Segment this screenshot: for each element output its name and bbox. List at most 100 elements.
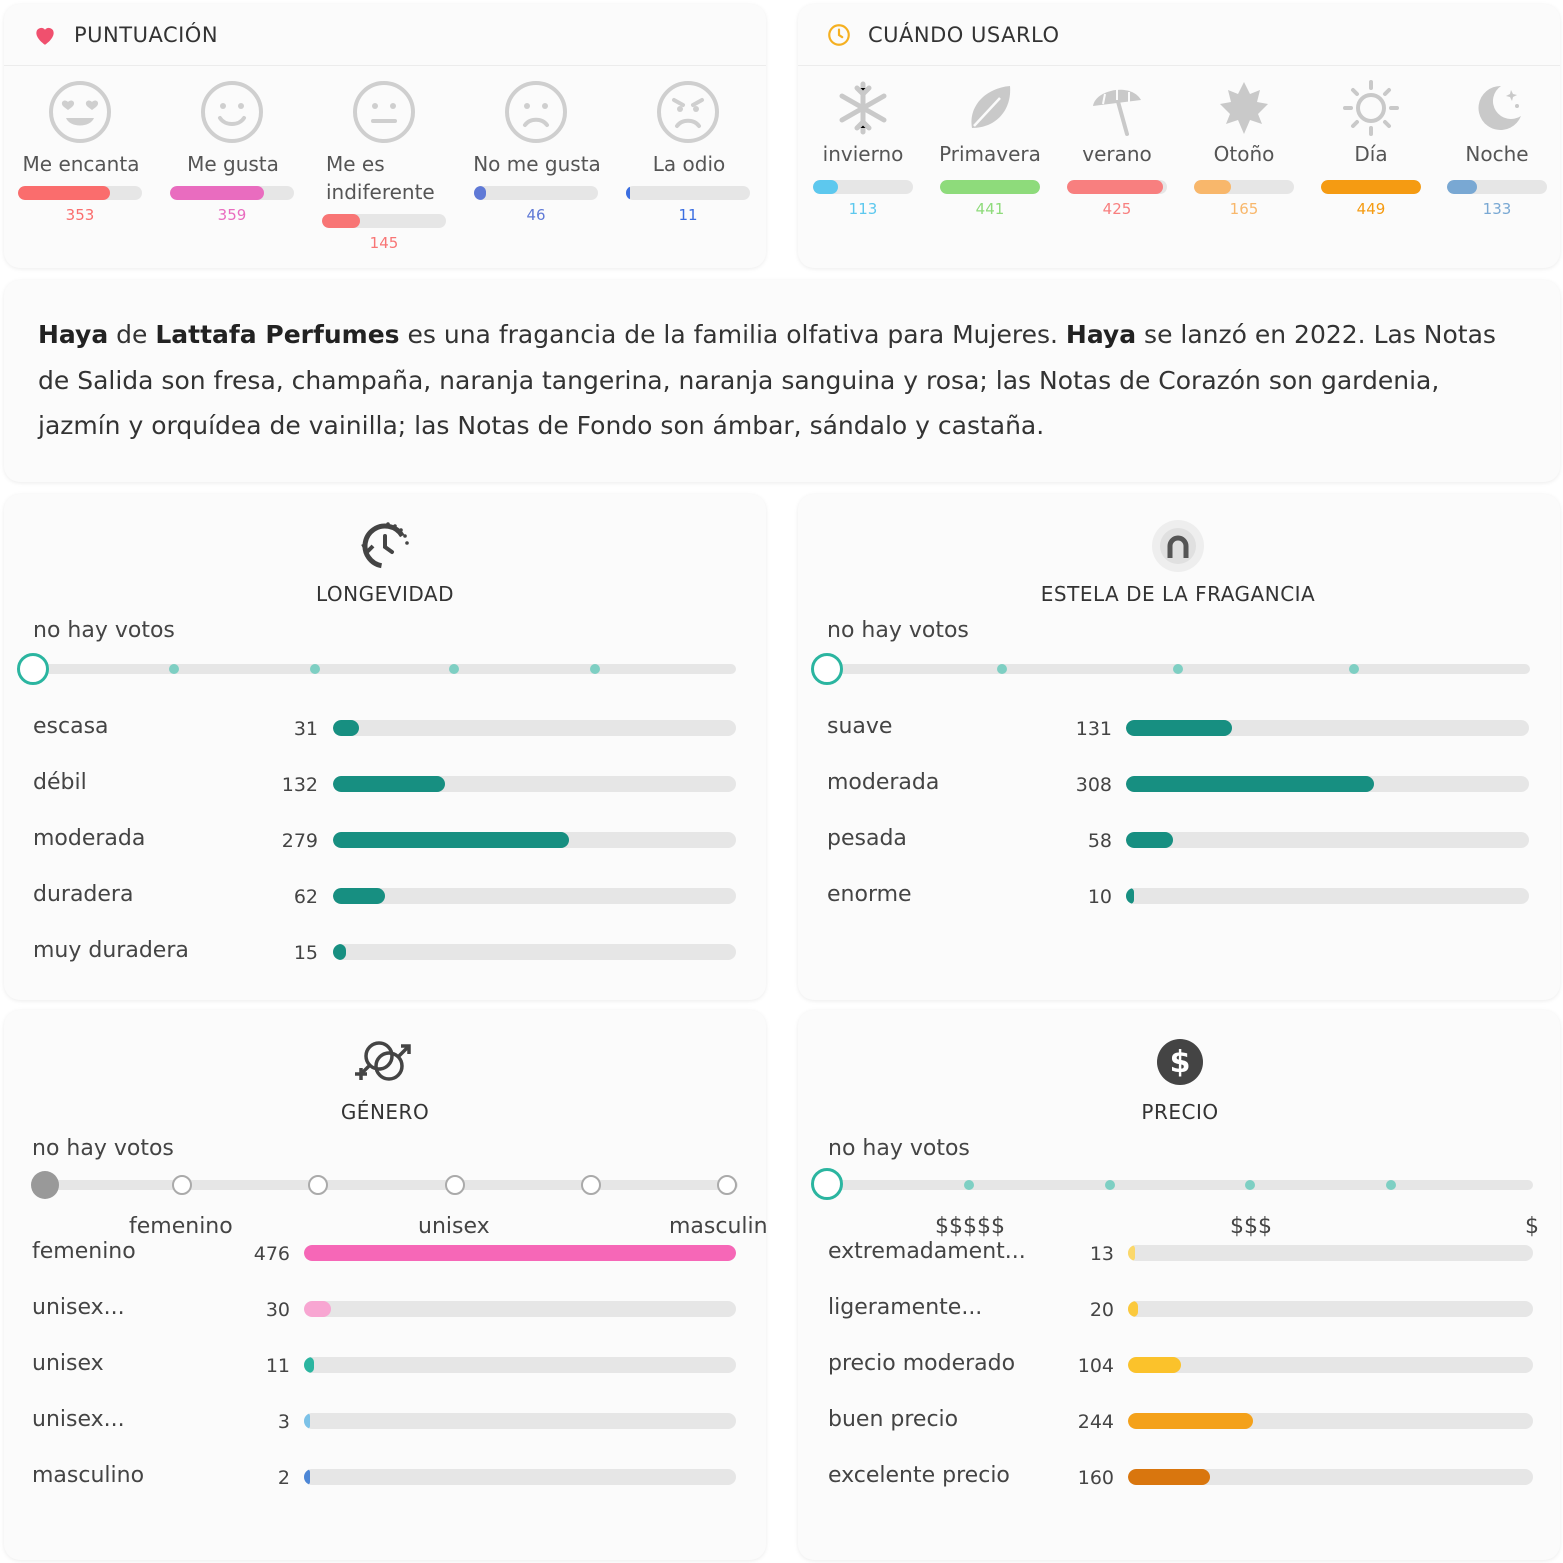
- rating-option-bar: [170, 186, 294, 200]
- vote-option-label[interactable]: moderada: [827, 770, 940, 795]
- when-option-bar-fill: [813, 180, 838, 194]
- slider-step[interactable]: [308, 1175, 328, 1195]
- maple-leaf-icon: [1214, 78, 1274, 138]
- slider-step[interactable]: [1105, 1180, 1115, 1190]
- vote-option-bar-fill: [333, 720, 359, 736]
- vote-option-bar: [333, 832, 736, 848]
- vote-option-label[interactable]: unisex...: [32, 1295, 125, 1320]
- vote-option-bar: [1126, 888, 1529, 904]
- vote-option-bar: [304, 1469, 736, 1485]
- rating-title: PUNTUACIÓN: [74, 22, 219, 47]
- sillage-slider-handle[interactable]: [811, 653, 843, 685]
- vote-option-count: 476: [253, 1243, 290, 1265]
- vote-option-label[interactable]: pesada: [827, 826, 907, 851]
- vote-option-label[interactable]: femenino: [32, 1239, 136, 1264]
- description-card: [4, 280, 1560, 482]
- vote-option-bar: [1126, 832, 1529, 848]
- when-title: CUÁNDO USARLO: [868, 22, 1060, 47]
- vote-option-label[interactable]: escasa: [33, 714, 109, 739]
- vote-option-bar: [1126, 776, 1529, 792]
- when-option[interactable]: Noche 133: [1447, 74, 1547, 234]
- when-option[interactable]: verano 425: [1067, 74, 1167, 234]
- vote-option-bar-fill: [1126, 776, 1374, 792]
- vote-option-bar-fill: [304, 1469, 310, 1485]
- vote-option-label[interactable]: muy duradera: [33, 938, 189, 963]
- vote-option-label[interactable]: masculino: [32, 1463, 145, 1488]
- slider-step[interactable]: [169, 664, 179, 674]
- slider-step[interactable]: [1173, 664, 1183, 674]
- slider-step[interactable]: [964, 1180, 974, 1190]
- vote-option-label[interactable]: suave: [827, 714, 893, 739]
- vote-option-bar-fill: [304, 1301, 331, 1317]
- when-option[interactable]: invierno 113: [813, 74, 913, 234]
- slider-step[interactable]: [997, 664, 1007, 674]
- rating-option-bar-fill: [170, 186, 264, 200]
- price-slider-handle[interactable]: [811, 1168, 843, 1200]
- sillage-title: ESTELA DE LA FRAGANCIA: [1040, 582, 1316, 606]
- longevity-slider-handle[interactable]: [17, 653, 49, 685]
- when-option-bar: [813, 180, 913, 194]
- vote-option-label[interactable]: unisex: [32, 1351, 104, 1376]
- slider-step[interactable]: [445, 1175, 465, 1195]
- vote-option-bar-fill: [333, 944, 346, 960]
- slider-step[interactable]: [590, 664, 600, 674]
- rating-option-count: 359: [217, 206, 247, 224]
- vote-option-label[interactable]: ligeramente...: [828, 1295, 983, 1320]
- angry-face-icon: [656, 80, 720, 144]
- vote-option-label[interactable]: excelente precio: [828, 1463, 1010, 1488]
- price-slider[interactable]: [828, 1180, 1533, 1190]
- vote-option-label[interactable]: débil: [33, 770, 87, 795]
- vote-option-label[interactable]: unisex...: [32, 1407, 125, 1432]
- vote-option-count: 15: [293, 942, 318, 964]
- vote-option-label[interactable]: duradera: [33, 882, 134, 907]
- vote-option-count: 30: [265, 1299, 290, 1321]
- vote-option-bar: [333, 888, 736, 904]
- when-option-bar-fill: [1321, 180, 1421, 194]
- longevity-no-votes: no hay votos: [33, 618, 175, 643]
- gender-slider[interactable]: [32, 1180, 738, 1190]
- when-option-label: verano: [1082, 142, 1152, 166]
- when-option-bar: [1321, 180, 1421, 194]
- longevity-slider[interactable]: [33, 664, 736, 674]
- vote-option-bar: [1128, 1245, 1533, 1261]
- slider-step[interactable]: [1245, 1180, 1255, 1190]
- rating-option-bar-fill: [626, 186, 630, 200]
- slider-step[interactable]: [310, 664, 320, 674]
- vote-option-bar-fill: [1128, 1469, 1210, 1485]
- gender-slider-handle[interactable]: [31, 1171, 59, 1199]
- rating-option-bar-fill: [322, 214, 360, 228]
- vote-option-bar-fill: [304, 1357, 314, 1373]
- rating-option-bar: [322, 214, 446, 228]
- vote-option-label[interactable]: extremadament...: [828, 1239, 1026, 1264]
- price-scale-left: $$$$$: [935, 1214, 1005, 1239]
- when-option-bar: [1067, 180, 1167, 194]
- vote-option-label[interactable]: buen precio: [828, 1407, 959, 1432]
- vote-option-bar-fill: [1126, 832, 1173, 848]
- slider-step[interactable]: [1349, 664, 1359, 674]
- when-option-label: Primavera: [939, 142, 1041, 166]
- rating-option-label: Me gusta: [187, 152, 279, 176]
- slider-step[interactable]: [1386, 1180, 1396, 1190]
- sad-face-icon: [504, 80, 568, 144]
- vote-option-label[interactable]: precio moderado: [828, 1351, 1016, 1376]
- slider-step[interactable]: [172, 1175, 192, 1195]
- when-option[interactable]: Día 449: [1321, 74, 1421, 234]
- when-option[interactable]: Otoño 165: [1194, 74, 1294, 234]
- slider-step[interactable]: [581, 1175, 601, 1195]
- clock-history-icon: [361, 522, 409, 569]
- when-option-label: Otoño: [1213, 142, 1275, 166]
- clock-icon: [828, 23, 850, 46]
- vote-option-label[interactable]: moderada: [33, 826, 146, 851]
- fragrance-name: Haya: [1065, 320, 1137, 349]
- when-option-bar-fill: [940, 180, 1040, 194]
- when-option[interactable]: Primavera 441: [939, 74, 1041, 234]
- slider-step[interactable]: [449, 664, 459, 674]
- vote-option-label[interactable]: enorme: [827, 882, 912, 907]
- gender-card: GÉNERO no hay votos femenino unisex masc…: [4, 1010, 768, 1560]
- rating-option-bar-fill: [474, 186, 486, 200]
- slider-step[interactable]: [717, 1175, 737, 1195]
- when-option-count: 133: [1482, 200, 1512, 218]
- vote-option-bar-fill: [304, 1245, 736, 1261]
- when-option-bar: [1194, 180, 1294, 194]
- heart-icon: [36, 27, 54, 45]
